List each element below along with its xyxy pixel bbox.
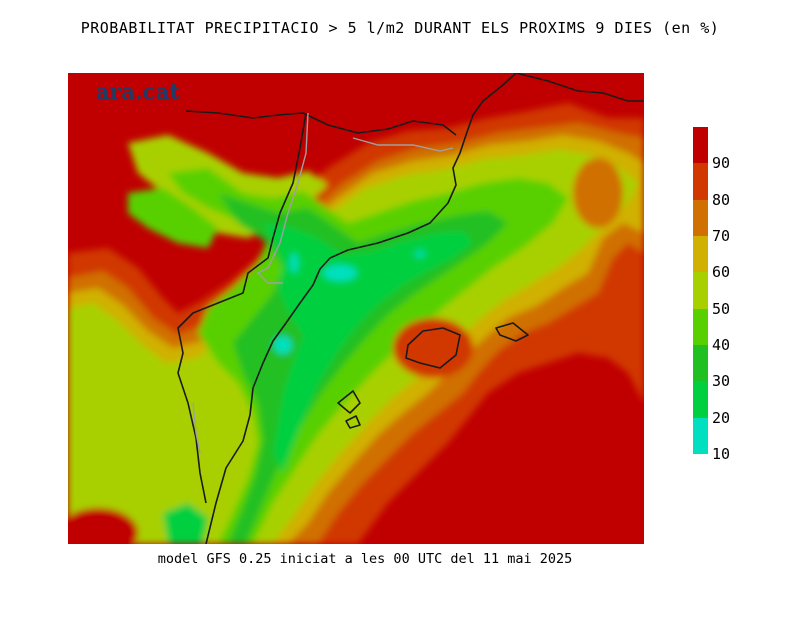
island-menorca — [495, 322, 529, 342]
zone-50-west — [68, 363, 188, 503]
island-ibiza — [337, 390, 361, 414]
island-formentera — [345, 415, 361, 429]
coastline — [177, 73, 644, 544]
coast-france — [515, 73, 644, 102]
border-catalonia — [256, 112, 309, 284]
legend-tick-label: 90 — [712, 154, 731, 173]
legend-swatch — [693, 381, 708, 418]
zone-80-mallorca — [393, 318, 473, 378]
probability-map: ara.cat — [68, 73, 644, 544]
legend-tick-label: 70 — [712, 227, 731, 245]
legend-tick-label: 40 — [712, 336, 731, 354]
legend-swatch — [693, 199, 708, 236]
border-valencia — [192, 402, 201, 454]
legend-swatch — [693, 417, 708, 454]
zone-10-d — [415, 251, 425, 257]
legend-swatch — [693, 272, 708, 309]
coast-mainland — [205, 73, 517, 544]
legend-tick-label: 80 — [712, 190, 731, 209]
legend-swatch — [693, 308, 708, 345]
zone-10-c — [290, 253, 298, 273]
color-legend-ticks: 90 80 70 60 50 40 30 20 10 — [712, 127, 752, 463]
legend-tick-label: 60 — [712, 263, 731, 282]
zone-80-east — [573, 158, 623, 228]
island-mallorca — [405, 327, 461, 369]
legend-swatch — [693, 163, 708, 200]
model-caption: model GFS 0.25 iniciat a les 00 UTC del … — [157, 551, 573, 567]
zone-40-nw — [128, 188, 218, 248]
probability-field — [68, 73, 644, 544]
legend-swatch — [693, 344, 708, 382]
zone-20 — [263, 223, 473, 473]
chart-title: PROBABILITAT PRECIPITACIO > 5 l/m2 DURAN… — [80, 19, 720, 37]
ara-cat-logo: ara.cat — [96, 79, 180, 104]
zone-20-south — [163, 503, 208, 544]
zone-10-b — [274, 336, 292, 354]
inner-borders — [192, 112, 454, 454]
border-andorra — [352, 137, 454, 152]
legend-tick-label: 50 — [712, 299, 731, 318]
zone-90-southwest — [68, 508, 138, 544]
legend-tick-label: 20 — [712, 408, 731, 427]
zone-10-a — [323, 265, 357, 281]
border-pyrenees — [185, 110, 457, 136]
legend-swatch — [693, 235, 708, 273]
legend-swatch — [693, 127, 708, 164]
legend-tick-label: 30 — [712, 372, 731, 391]
border-ebro — [177, 112, 307, 504]
legend-tick-label: 10 — [712, 445, 731, 463]
color-legend-bar — [693, 127, 708, 454]
